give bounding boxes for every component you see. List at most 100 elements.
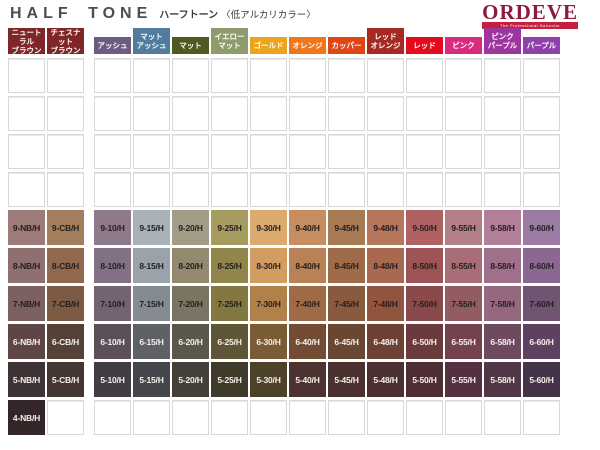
column-header-11: レッド <box>406 37 443 54</box>
swatch-5-40/H: 5-40/H <box>289 362 326 397</box>
empty-cell <box>367 96 404 131</box>
swatch-5-NB/H: 5-NB/H <box>8 362 45 397</box>
swatch-row-level-7: 7-NB/H 7-CB/H 7-10/H 7-15/H 7-20/H 7-25/H 7-30… <box>8 286 560 321</box>
swatch-5-58/H: 5-58/H <box>484 362 521 397</box>
swatch-7-50/H: 7-50/H <box>406 286 443 321</box>
empty-cell <box>94 134 131 169</box>
brand-logo: ORDEVE The Professional Haircolor <box>482 2 578 29</box>
swatch-8-58/H: 8-58/H <box>484 248 521 283</box>
title-subtitle: 〈低アルカリカラー〉 <box>221 10 316 21</box>
empty-cell <box>367 400 404 435</box>
swatch-7-NB/H: 7-NB/H <box>8 286 45 321</box>
empty-cell <box>445 172 482 207</box>
brand-name: ORDEVE <box>482 0 578 24</box>
swatch-9-CB/H: 9-CB/H <box>47 210 84 245</box>
empty-cell <box>133 58 170 93</box>
empty-row-1 <box>8 58 560 93</box>
empty-cell <box>94 400 131 435</box>
swatch-row-level-5: 5-NB/H 5-CB/H 5-10/H 5-15/H 5-20/H 5-25/H 5-30… <box>8 362 560 397</box>
swatch-9-20/H: 9-20/H <box>172 210 209 245</box>
swatch-9-48/H: 9-48/H <box>367 210 404 245</box>
empty-cell <box>250 96 287 131</box>
swatch-6-20/H: 6-20/H <box>172 324 209 359</box>
swatch-6-15/H: 6-15/H <box>133 324 170 359</box>
title-japanese: ハーフトーン <box>159 10 219 21</box>
swatch-6-30/H: 6-30/H <box>250 324 287 359</box>
empty-cell <box>47 96 84 131</box>
empty-cell <box>484 134 521 169</box>
empty-cell <box>289 172 326 207</box>
empty-cell <box>211 58 248 93</box>
empty-cell <box>367 172 404 207</box>
swatch-5-48/H: 5-48/H <box>367 362 404 397</box>
swatch-7-10/H: 7-10/H <box>94 286 131 321</box>
swatch-8-48/H: 8-48/H <box>367 248 404 283</box>
empty-cell <box>406 58 443 93</box>
empty-cell <box>172 400 209 435</box>
empty-cell <box>406 134 443 169</box>
empty-cell <box>211 400 248 435</box>
empty-cell <box>172 58 209 93</box>
empty-cell <box>328 400 365 435</box>
column-header-4: マット アッシュ <box>133 28 170 54</box>
swatch-6-40/H: 6-40/H <box>289 324 326 359</box>
empty-cell <box>172 172 209 207</box>
empty-row-4 <box>8 172 560 207</box>
swatch-7-40/H: 7-40/H <box>289 286 326 321</box>
swatch-6-55/H: 6-55/H <box>445 324 482 359</box>
column-header-13: ピンク パープル <box>484 28 521 54</box>
empty-cell <box>94 96 131 131</box>
empty-cell <box>289 58 326 93</box>
empty-cell <box>47 134 84 169</box>
swatch-5-15/H: 5-15/H <box>133 362 170 397</box>
column-header-5: マット <box>172 37 209 54</box>
swatch-7-30/H: 7-30/H <box>250 286 287 321</box>
column-header-3: アッシュ <box>94 37 131 54</box>
swatch-9-60/H: 9-60/H <box>523 210 560 245</box>
empty-cell <box>211 96 248 131</box>
swatch-6-CB/H: 6-CB/H <box>47 324 84 359</box>
empty-cell <box>445 400 482 435</box>
swatch-5-55/H: 5-55/H <box>445 362 482 397</box>
swatch-9-55/H: 9-55/H <box>445 210 482 245</box>
empty-cell <box>94 58 131 93</box>
swatch-7-60/H: 7-60/H <box>523 286 560 321</box>
empty-row-3 <box>8 134 560 169</box>
empty-cell <box>94 172 131 207</box>
swatch-9-40/H: 9-40/H <box>289 210 326 245</box>
swatch-6-NB/H: 6-NB/H <box>8 324 45 359</box>
empty-cell <box>47 58 84 93</box>
swatch-row-level-9: 9-NB/H 9-CB/H 9-10/H 9-15/H 9-20/H 9-25/H 9-30… <box>8 210 560 245</box>
swatch-6-60/H: 6-60/H <box>523 324 560 359</box>
empty-cell <box>8 58 45 93</box>
empty-cell <box>328 134 365 169</box>
empty-cell <box>250 134 287 169</box>
brand-tagline: The Professional Haircolor <box>482 22 578 29</box>
empty-cell <box>523 58 560 93</box>
swatch-6-50/H: 6-50/H <box>406 324 443 359</box>
column-header-7: ゴールド <box>250 37 287 54</box>
empty-cell <box>250 58 287 93</box>
swatch-5-60/H: 5-60/H <box>523 362 560 397</box>
swatch-8-CB/H: 8-CB/H <box>47 248 84 283</box>
empty-cell <box>523 172 560 207</box>
swatch-9-30/H: 9-30/H <box>250 210 287 245</box>
empty-cell <box>328 172 365 207</box>
swatch-5-45/H: 5-45/H <box>328 362 365 397</box>
empty-cell <box>445 58 482 93</box>
swatch-6-10/H: 6-10/H <box>94 324 131 359</box>
swatch-9-58/H: 9-58/H <box>484 210 521 245</box>
empty-cell <box>133 96 170 131</box>
swatch-5-CB/H: 5-CB/H <box>47 362 84 397</box>
empty-row-2 <box>8 96 560 131</box>
swatch-row-level-6: 6-NB/H 6-CB/H 6-10/H 6-15/H 6-20/H 6-25/H 6-30… <box>8 324 560 359</box>
swatch-9-NB/H: 9-NB/H <box>8 210 45 245</box>
empty-cell <box>406 96 443 131</box>
empty-cell <box>484 172 521 207</box>
swatch-7-25/H: 7-25/H <box>211 286 248 321</box>
swatch-8-20/H: 8-20/H <box>172 248 209 283</box>
swatch-row-level-4: 4-NB/H <box>8 400 560 435</box>
swatch-7-CB/H: 7-CB/H <box>47 286 84 321</box>
empty-cell <box>328 58 365 93</box>
swatch-8-40/H: 8-40/H <box>289 248 326 283</box>
